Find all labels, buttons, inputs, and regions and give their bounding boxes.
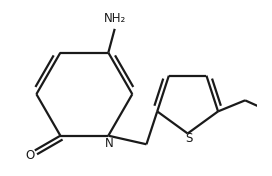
Text: N: N [105, 137, 113, 150]
Text: NH₂: NH₂ [104, 12, 126, 25]
Text: S: S [185, 132, 193, 145]
Text: O: O [26, 149, 35, 162]
